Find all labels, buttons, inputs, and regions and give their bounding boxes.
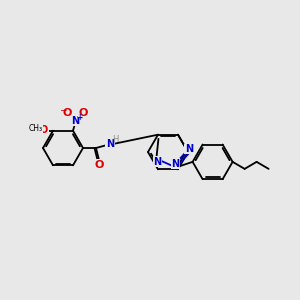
Text: N: N [185, 144, 193, 154]
Text: H: H [112, 136, 118, 145]
Text: +: + [76, 113, 82, 122]
Text: N: N [153, 157, 161, 167]
Text: CH₃: CH₃ [29, 124, 43, 133]
Text: N: N [172, 159, 180, 169]
Text: O: O [62, 108, 72, 118]
Text: O: O [94, 160, 104, 170]
Text: N: N [71, 116, 79, 126]
Text: N: N [106, 139, 114, 149]
Text: −: − [59, 105, 67, 114]
Text: O: O [78, 108, 88, 118]
Text: O: O [40, 125, 48, 135]
